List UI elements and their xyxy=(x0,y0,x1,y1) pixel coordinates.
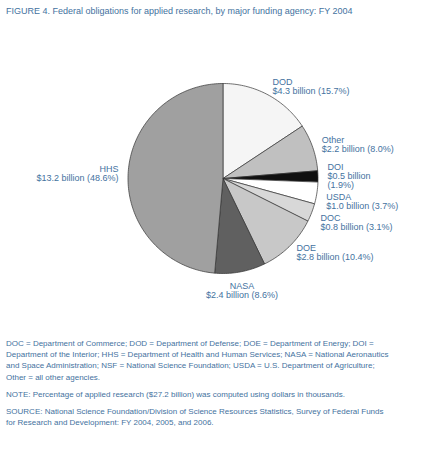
svg-text:DOD$4.3 billion (15.7%): DOD$4.3 billion (15.7%) xyxy=(272,77,349,96)
html-text:DOC = Department of Commerce;: DOC = Department of Commerce; DOD = Depa… xyxy=(6,339,374,348)
svg-text:NASA$2.4 billion (8.6%): NASA$2.4 billion (8.6%) xyxy=(206,281,278,300)
html-text:SOURCE: National Science Found: SOURCE: National Science Foundation/Divi… xyxy=(6,406,384,416)
html-text:Department of the Interior; HH: Department of the Interior; HHS = Depart… xyxy=(6,350,389,360)
html-text:NOTE: Percentage of applied re: NOTE: Percentage of applied research ($2… xyxy=(6,389,345,399)
svg-text:DOC$0.8 billion (3.1%): DOC$0.8 billion (3.1%) xyxy=(321,213,393,232)
svg-text:HHS$13.2 billion (48.6%): HHS$13.2 billion (48.6%) xyxy=(37,164,119,183)
svg-text:USDA$1.0 billion (3.7%): USDA$1.0 billion (3.7%) xyxy=(326,192,398,211)
svg-text:DOE$2.8 billion (10.4%): DOE$2.8 billion (10.4%) xyxy=(296,243,373,262)
html-text:and Space Administration; NSF: and Space Administration; NSF = National… xyxy=(6,361,375,371)
html-text:FIGURE 4. Federal obligations: FIGURE 4. Federal obligations for applie… xyxy=(6,6,353,16)
html-text:Other = all other agencies.: Other = all other agencies. xyxy=(6,372,101,382)
html-text:for Research and Development:: for Research and Development: FY 2004, 2… xyxy=(6,418,214,428)
svg-text:DOI$0.5 billion(1.9%): DOI$0.5 billion(1.9%) xyxy=(327,162,370,190)
svg-text:Other$2.2 billion (8.0%): Other$2.2 billion (8.0%) xyxy=(322,135,394,154)
